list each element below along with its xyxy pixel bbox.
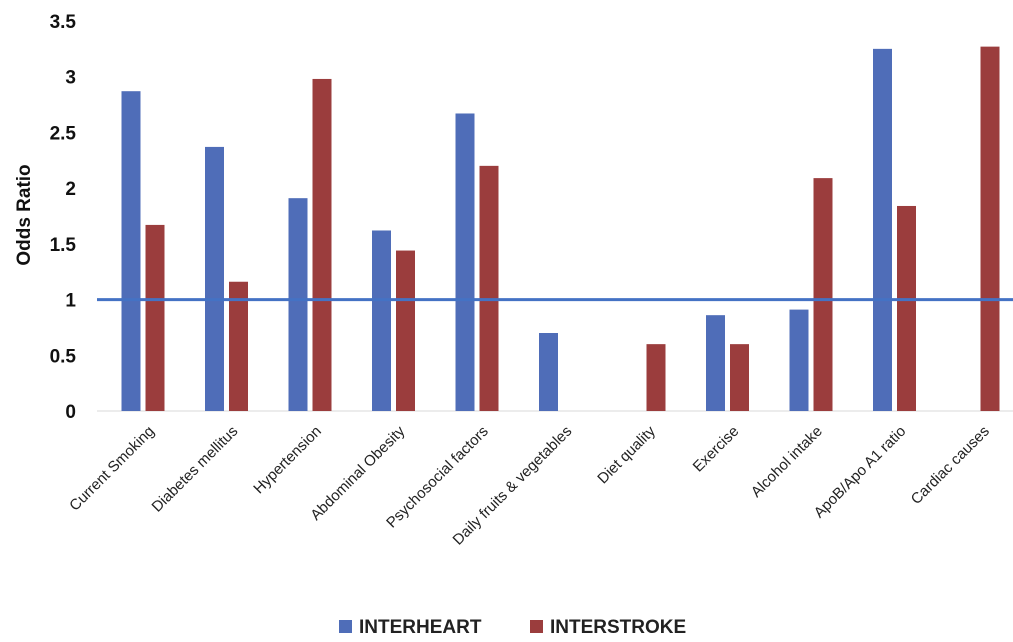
y-axis-label: Odds Ratio — [14, 164, 35, 265]
bar-interstroke — [646, 344, 666, 411]
category-label: Current Smoking — [66, 423, 158, 515]
category-label: Alcohol intake — [748, 423, 826, 501]
y-tick-label: 3 — [65, 68, 76, 89]
y-tick-label: 0.5 — [50, 346, 77, 367]
category-label: Cardiac causes — [908, 423, 993, 508]
bar-interheart — [455, 113, 475, 411]
legend: INTERHEART INTERSTROKE — [339, 617, 686, 638]
y-tick-label: 1 — [65, 291, 76, 312]
category-label: Hypertension — [250, 423, 325, 498]
bar-interstroke — [229, 281, 248, 411]
legend-label: INTERHEART — [359, 617, 482, 638]
legend-swatch — [339, 620, 352, 633]
category-label: Exercise — [690, 423, 743, 476]
legend-swatch — [530, 620, 543, 633]
bar-interstroke — [980, 46, 1000, 411]
bar-interheart — [372, 230, 391, 411]
bar-interstroke — [479, 165, 499, 411]
category-label: Diet quality — [594, 422, 659, 487]
y-tick-label: 0 — [65, 402, 76, 423]
category-label: Diabetes mellitus — [149, 423, 242, 516]
bar-interheart — [789, 309, 809, 411]
y-axis-ticks: 0 0.5 1 1.5 2 2.5 3 3.5 — [50, 12, 77, 423]
legend-label: INTERSTROKE — [550, 617, 686, 638]
bar-interstroke — [145, 224, 165, 411]
bar-interstroke — [396, 250, 415, 411]
bar-interheart — [706, 315, 725, 411]
y-tick-label: 1.5 — [50, 235, 77, 256]
bar-interheart — [288, 198, 308, 411]
bar-interheart — [539, 333, 558, 411]
bar-interheart — [205, 146, 224, 411]
bar-interstroke — [813, 178, 833, 411]
category-label: ApoB/Apo A1 ratio — [811, 423, 910, 522]
y-tick-label: 2.5 — [50, 123, 77, 144]
y-tick-label: 3.5 — [50, 12, 77, 33]
y-tick-label: 2 — [65, 179, 76, 200]
bars — [121, 46, 1000, 411]
bar-interstroke — [730, 344, 749, 411]
bar-interstroke — [897, 205, 916, 411]
bar-interheart — [873, 48, 892, 411]
bar-interstroke — [312, 78, 332, 411]
bar-interheart — [121, 91, 141, 411]
